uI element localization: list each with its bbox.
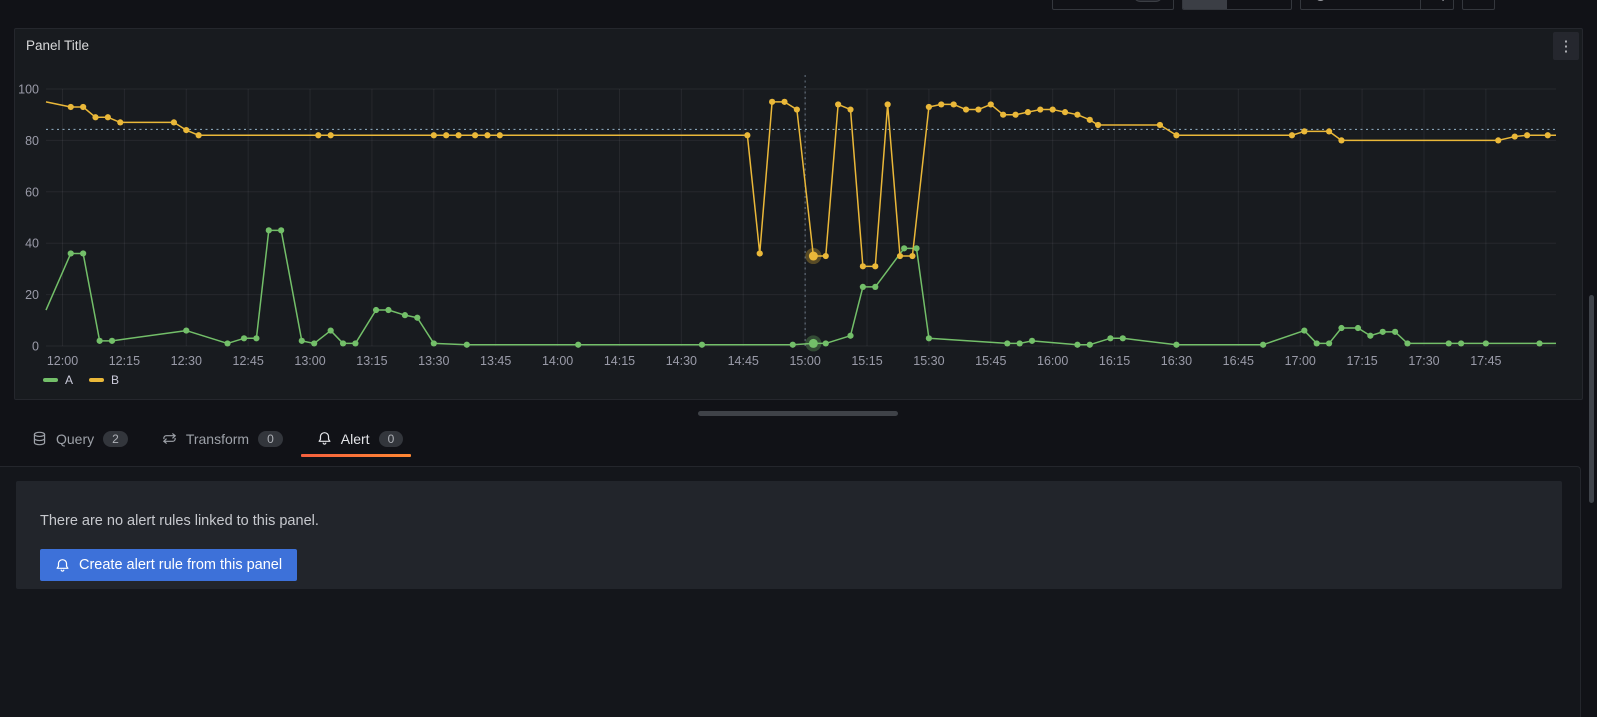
time-series-chart[interactable]: 0 20 40 60 80 100 12:00 12:15 12:30 12:45 13:00 13:… xyxy=(15,61,1582,369)
svg-text:17:15: 17:15 xyxy=(1346,354,1377,368)
svg-text:0: 0 xyxy=(32,340,39,354)
table-view-toggle[interactable] xyxy=(1132,0,1163,2)
svg-text:40: 40 xyxy=(25,237,39,251)
panel-title: Panel Title xyxy=(26,37,90,53)
actual-button[interactable]: Actual xyxy=(1227,0,1291,9)
panel: Panel Title ⋮ 0 20 40 60 80 100 12:00 12:15 12:3… xyxy=(14,28,1583,400)
legend-item-a[interactable]: A xyxy=(43,373,73,387)
time-range-picker[interactable]: Last 6 hours xyxy=(1300,0,1421,10)
zoom-out-button[interactable] xyxy=(1421,0,1454,10)
svg-text:12:00: 12:00 xyxy=(47,354,78,368)
vertical-scrollbar-thumb[interactable] xyxy=(1589,295,1594,503)
pane-resize-handle[interactable] xyxy=(698,411,898,416)
svg-text:17:45: 17:45 xyxy=(1470,354,1501,368)
chart-legend: A B xyxy=(43,373,119,387)
bell-icon xyxy=(56,558,69,572)
svg-text:13:30: 13:30 xyxy=(418,354,449,368)
refresh-icon xyxy=(1471,0,1486,2)
svg-text:60: 60 xyxy=(25,185,39,199)
database-icon xyxy=(32,431,47,446)
table-view-control: Table view xyxy=(1052,0,1174,10)
svg-text:20: 20 xyxy=(25,288,39,302)
tab-alert-label: Alert xyxy=(340,430,370,447)
svg-text:100: 100 xyxy=(18,83,39,97)
create-alert-rule-label: Create alert rule from this panel xyxy=(79,557,283,573)
svg-text:15:00: 15:00 xyxy=(789,354,820,368)
kebab-icon: ⋮ xyxy=(1558,38,1574,55)
svg-text:15:45: 15:45 xyxy=(975,354,1006,368)
panel-menu-button[interactable]: ⋮ xyxy=(1553,32,1579,60)
no-alert-rules-message: There are no alert rules linked to this … xyxy=(40,513,319,529)
svg-text:12:45: 12:45 xyxy=(233,354,264,368)
svg-text:17:00: 17:00 xyxy=(1285,354,1316,368)
transform-icon xyxy=(162,431,177,446)
svg-text:16:00: 16:00 xyxy=(1037,354,1068,368)
editor-toolbar: Table view Fill Actual Last 6 hours xyxy=(1052,0,1495,10)
tab-alert[interactable]: Alert 0 xyxy=(300,422,412,457)
clock-icon xyxy=(1319,0,1323,1)
refresh-button[interactable] xyxy=(1462,0,1495,10)
svg-text:16:15: 16:15 xyxy=(1099,354,1130,368)
tab-transform-label: Transform xyxy=(185,430,250,447)
pane-size-group: Fill Actual xyxy=(1181,0,1293,10)
svg-text:13:00: 13:00 xyxy=(294,354,325,368)
svg-text:16:30: 16:30 xyxy=(1161,354,1192,368)
fill-button[interactable]: Fill xyxy=(1182,0,1228,9)
svg-text:15:30: 15:30 xyxy=(913,354,944,368)
svg-text:14:15: 14:15 xyxy=(604,354,635,368)
series-a-label: A xyxy=(65,373,74,387)
alert-count-badge: 0 xyxy=(378,430,404,447)
svg-text:12:30: 12:30 xyxy=(171,354,202,368)
create-alert-rule-button[interactable]: Create alert rule from this panel xyxy=(40,549,298,581)
legend-item-b[interactable]: B xyxy=(89,373,119,387)
editor-tabs: Query 2 Transform 0 Alert 0 xyxy=(30,422,412,457)
tab-query-label: Query xyxy=(56,430,95,447)
active-tab-indicator xyxy=(300,454,412,457)
svg-text:12:15: 12:15 xyxy=(109,354,140,368)
transform-count-badge: 0 xyxy=(258,430,283,447)
svg-text:16:45: 16:45 xyxy=(1223,354,1254,368)
magnifier-icon xyxy=(1442,0,1444,1)
table-view-label: Table view xyxy=(1063,0,1124,2)
tab-transform[interactable]: Transform 0 xyxy=(160,422,285,455)
no-alert-rules-box: There are no alert rules linked to this … xyxy=(16,481,1562,589)
tab-query[interactable]: Query 2 xyxy=(30,422,130,455)
svg-text:14:45: 14:45 xyxy=(728,354,759,368)
svg-text:14:00: 14:00 xyxy=(542,354,573,368)
svg-text:15:15: 15:15 xyxy=(851,354,882,368)
svg-text:14:30: 14:30 xyxy=(666,354,697,368)
svg-text:13:15: 13:15 xyxy=(356,354,387,368)
query-count-badge: 2 xyxy=(103,430,128,447)
svg-text:80: 80 xyxy=(25,134,39,148)
alert-tab-content: There are no alert rules linked to this … xyxy=(0,466,1581,717)
svg-text:17:30: 17:30 xyxy=(1408,354,1439,368)
panel-header[interactable]: Panel Title xyxy=(15,29,1582,61)
svg-text:13:45: 13:45 xyxy=(480,354,511,368)
time-picker-group: Last 6 hours xyxy=(1300,0,1454,10)
series-a-swatch-icon xyxy=(43,378,58,382)
series-b-swatch-icon xyxy=(89,378,105,382)
bell-icon xyxy=(317,431,332,446)
time-range-label: Last 6 hours xyxy=(1336,0,1408,2)
series-b-label: B xyxy=(111,373,120,387)
